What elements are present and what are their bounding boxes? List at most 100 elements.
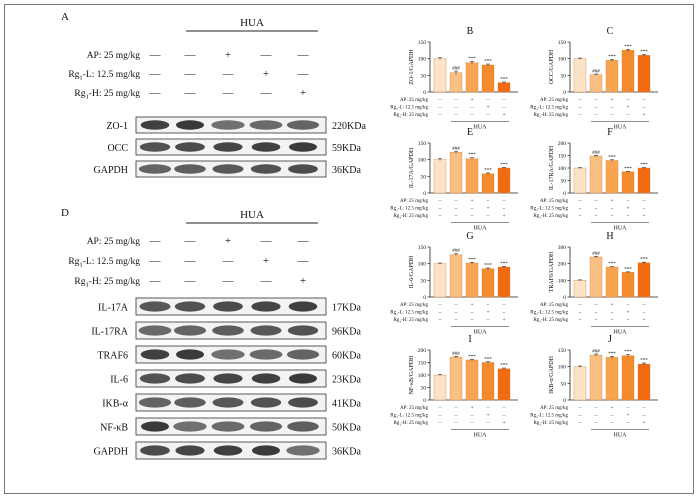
blot-band <box>251 373 281 384</box>
condition-sign: + <box>300 87 306 99</box>
x-condition-sign: + <box>470 97 473 103</box>
x-condition-sign: – <box>642 310 646 316</box>
x-condition-sign: – <box>486 405 490 411</box>
x-condition-sign: – <box>454 413 458 419</box>
condition-sign: — <box>149 255 162 267</box>
blot-band <box>288 301 318 312</box>
x-condition-sign: – <box>642 405 646 411</box>
x-condition-sign: – <box>578 206 582 212</box>
blot-band <box>213 142 243 152</box>
bar <box>497 82 511 93</box>
x-condition-sign: – <box>438 206 442 212</box>
blot-kda-label: 220KDa <box>332 121 366 132</box>
condition-sign: + <box>225 49 231 61</box>
y-axis-label: IL-17A/GAPDH <box>409 147 415 188</box>
blot-band <box>252 445 280 456</box>
blot-band <box>211 421 245 432</box>
significance-label: *** <box>624 267 632 272</box>
x-condition-sign: – <box>578 213 582 219</box>
x-condition-label: AP: 25 mg/kg <box>400 98 429 103</box>
blot-protein-label: OCC <box>107 143 128 154</box>
x-condition-label: AP: 25 mg/kg <box>540 406 569 411</box>
bar <box>497 266 511 298</box>
condition-sign: — <box>149 68 162 80</box>
blot-kda-label: 36KDa <box>332 165 361 176</box>
x-condition-sign: + <box>470 198 473 204</box>
x-condition-sign: – <box>594 420 598 426</box>
blot-band <box>139 373 171 384</box>
blot-band <box>213 445 243 456</box>
blot-band <box>249 120 283 130</box>
x-condition-sign: + <box>486 310 489 316</box>
blot-protein-label: NF-κB <box>100 423 128 434</box>
bar-chart-J: J IKB-α/GAPDH 0 50 100 150 ### *** *** *** AP: 25 … <box>530 334 658 439</box>
x-condition-sign: – <box>594 112 598 118</box>
blot-protein-label: GAPDH <box>94 165 128 176</box>
condition-label: Rg1-L: 12.5 mg/kg <box>68 70 140 81</box>
blot-band <box>175 445 205 456</box>
x-condition-sign: + <box>642 317 645 323</box>
x-condition-sign: + <box>502 213 505 219</box>
group-label: HUA <box>474 226 488 232</box>
significance-label: ### <box>592 350 600 355</box>
x-condition-sign: + <box>610 405 613 411</box>
blot-panel-D: D HUA AP: 25 mg/kg — — + — — Rg1-L: 12.5 mg/kg — —… <box>61 207 361 460</box>
y-tick-label: 150 <box>418 361 427 367</box>
blot-band <box>288 397 318 408</box>
significance-label: *** <box>500 163 508 168</box>
bar <box>573 366 587 401</box>
x-condition-label: Rg1-L: 12.5 mg/kg <box>530 414 568 419</box>
x-condition-sign: – <box>594 213 598 219</box>
x-condition-sign: – <box>470 105 474 111</box>
y-tick-label: 150 <box>558 154 567 160</box>
bar <box>621 272 635 298</box>
x-condition-sign: – <box>470 420 474 426</box>
y-tick-label: 0 <box>563 295 566 301</box>
y-tick-label: 200 <box>418 348 427 354</box>
bar <box>449 72 463 93</box>
bar <box>497 368 511 401</box>
blot-band <box>286 120 320 130</box>
panel-letter: G <box>466 231 473 242</box>
bar <box>605 160 619 194</box>
x-condition-sign: – <box>626 420 630 426</box>
x-condition-sign: – <box>578 310 582 316</box>
x-condition-sign: – <box>438 413 442 419</box>
y-tick-label: 0 <box>423 191 426 197</box>
bar-chart-B: B ZO-1/GAPDH 0 50 100 150 ### *** *** *** AP: 25 m… <box>390 26 518 131</box>
blot-band <box>286 349 320 360</box>
bar <box>465 359 479 401</box>
panel-letter: A <box>61 11 69 23</box>
x-condition-sign: – <box>454 302 458 308</box>
bar <box>449 356 463 401</box>
x-condition-sign: – <box>610 413 614 419</box>
y-axis-label: IL-6/GAPDH <box>409 255 415 289</box>
group-label: HUA <box>474 125 488 131</box>
significance-label: *** <box>624 45 632 50</box>
condition-sign: — <box>149 235 162 247</box>
x-condition-sign: – <box>502 198 506 204</box>
blot-protein-label: ZO-1 <box>106 121 128 132</box>
x-condition-sign: + <box>470 405 473 411</box>
blot-band <box>213 301 243 312</box>
blot-band <box>211 120 245 130</box>
significance-label: *** <box>640 163 648 168</box>
blot-band <box>287 421 319 432</box>
blot-protein-label: TRAF6 <box>97 351 128 362</box>
x-condition-sign: + <box>610 302 613 308</box>
x-condition-label: Rg1-L: 12.5 mg/kg <box>530 207 568 212</box>
bar <box>465 62 479 93</box>
x-condition-sign: – <box>594 405 598 411</box>
bar <box>589 354 603 401</box>
panel-letter: E <box>467 127 473 138</box>
bar <box>605 357 619 401</box>
blot-band <box>289 142 317 152</box>
y-axis-label: IL-17RA/GAPDH <box>549 145 555 190</box>
significance-label: *** <box>484 357 492 362</box>
significance-label: *** <box>500 78 508 83</box>
group-label: HUA <box>614 125 628 131</box>
x-condition-sign: + <box>610 97 613 103</box>
x-condition-label: Rg1-L: 12.5 mg/kg <box>530 311 568 316</box>
significance-label: ### <box>452 249 460 254</box>
y-tick-label: 150 <box>418 40 427 46</box>
